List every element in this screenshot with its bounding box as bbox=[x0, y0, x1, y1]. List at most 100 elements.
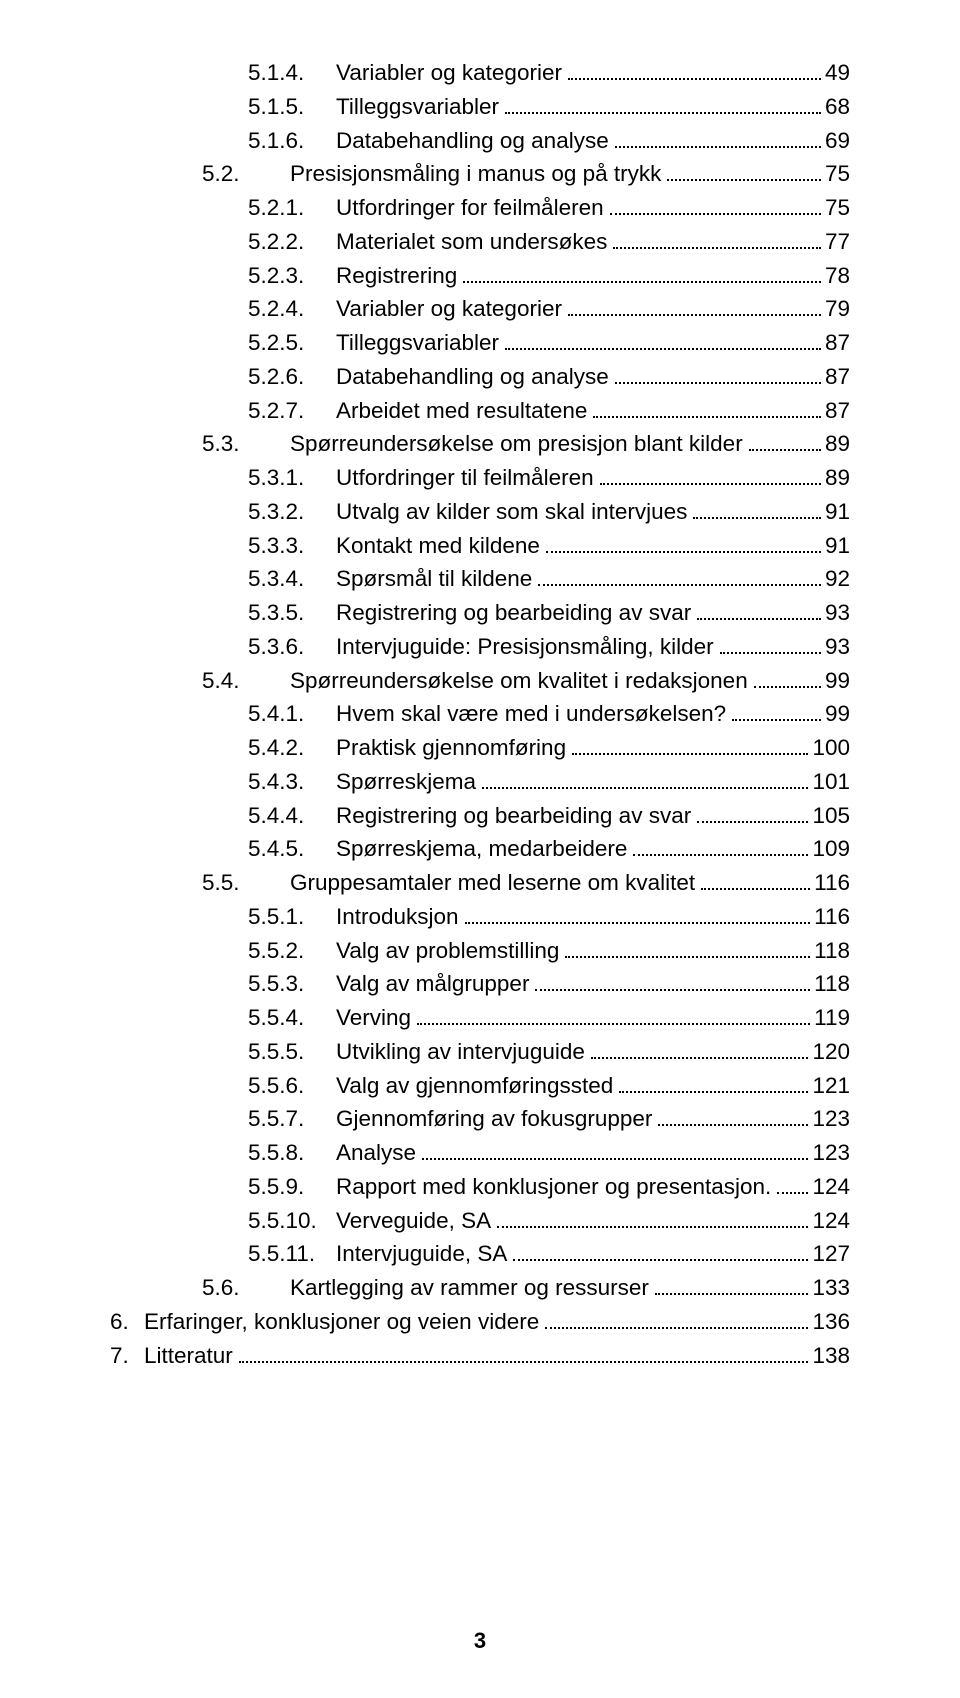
toc-entry-page: 116 bbox=[814, 866, 850, 900]
toc-leader-dots bbox=[693, 502, 821, 519]
toc-entry-number: 5.2.2. bbox=[248, 225, 328, 259]
toc-entry-page: 120 bbox=[812, 1035, 850, 1069]
toc-leader-dots bbox=[538, 570, 821, 587]
toc-entry-number: 5.5.9. bbox=[248, 1170, 328, 1204]
toc-entry-number: 5.5.1. bbox=[248, 900, 328, 934]
toc-leader-dots bbox=[732, 705, 821, 722]
toc-leader-dots bbox=[497, 1211, 808, 1228]
toc-entry: 5.5.Gruppesamtaler med leserne om kvalit… bbox=[110, 866, 850, 900]
toc-leader-dots bbox=[610, 198, 821, 215]
toc-leader-dots bbox=[546, 536, 821, 553]
toc-entry-number: 5.4.1. bbox=[248, 697, 328, 731]
toc-entry-page: 93 bbox=[825, 596, 850, 630]
toc-entry-page: 100 bbox=[812, 731, 850, 765]
toc-entry-number: 5.3.4. bbox=[248, 562, 328, 596]
toc-entry: 5.2.1.Utfordringer for feilmåleren75 bbox=[110, 191, 850, 225]
toc-entry-page: 99 bbox=[825, 697, 850, 731]
toc-entry-number: 6. bbox=[110, 1305, 136, 1339]
toc-entry-number: 5.5.4. bbox=[248, 1001, 328, 1035]
toc-entry-number: 5.3.6. bbox=[248, 630, 328, 664]
toc-entry-title: Intervjuguide, SA bbox=[328, 1237, 507, 1271]
toc-entry: 5.5.1.Introduksjon116 bbox=[110, 900, 850, 934]
toc-entry-title: Spørreskjema, medarbeidere bbox=[328, 832, 627, 866]
toc-entry-page: 91 bbox=[825, 495, 850, 529]
toc-entry: 5.2.3.Registrering78 bbox=[110, 259, 850, 293]
toc-entry: 5.3.5.Registrering og bearbeiding av sva… bbox=[110, 596, 850, 630]
toc-entry: 5.5.6.Valg av gjennomføringssted121 bbox=[110, 1069, 850, 1103]
toc-entry-page: 127 bbox=[812, 1237, 850, 1271]
toc-entry-title: Tilleggsvariabler bbox=[328, 90, 499, 124]
toc-entry-number: 5.4. bbox=[202, 664, 282, 698]
toc-entry-number: 5.5.5. bbox=[248, 1035, 328, 1069]
toc-leader-dots bbox=[754, 671, 821, 688]
toc-entry-title: Verving bbox=[328, 1001, 411, 1035]
toc-entry-number: 5.4.2. bbox=[248, 731, 328, 765]
toc-entry: 5.5.10.Verveguide, SA124 bbox=[110, 1204, 850, 1238]
toc-entry-page: 123 bbox=[812, 1136, 850, 1170]
toc-entry-page: 78 bbox=[825, 259, 850, 293]
toc-entry-number: 5.5.2. bbox=[248, 934, 328, 968]
table-of-contents: 5.1.4.Variabler og kategorier495.1.5.Til… bbox=[110, 56, 850, 1372]
toc-entry-page: 93 bbox=[825, 630, 850, 664]
toc-entry: 5.5.8.Analyse123 bbox=[110, 1136, 850, 1170]
toc-entry-page: 101 bbox=[812, 765, 850, 799]
toc-entry-title: Verveguide, SA bbox=[328, 1204, 491, 1238]
toc-leader-dots bbox=[613, 232, 821, 249]
toc-leader-dots bbox=[535, 975, 810, 992]
toc-entry-title: Litteratur bbox=[136, 1339, 233, 1373]
toc-entry-number: 5.3. bbox=[202, 427, 282, 461]
toc-entry-page: 92 bbox=[825, 562, 850, 596]
toc-entry-title: Kontakt med kildene bbox=[328, 529, 540, 563]
toc-entry: 5.3.6.Intervjuguide: Presisjonsmåling, k… bbox=[110, 630, 850, 664]
toc-leader-dots bbox=[239, 1346, 809, 1363]
toc-entry-number: 5.2.7. bbox=[248, 394, 328, 428]
toc-leader-dots bbox=[701, 873, 810, 890]
toc-entry-title: Utfordringer for feilmåleren bbox=[328, 191, 604, 225]
toc-entry-title: Registrering bbox=[328, 259, 457, 293]
toc-leader-dots bbox=[417, 1008, 810, 1025]
toc-entry: 5.3.Spørreundersøkelse om presisjon blan… bbox=[110, 427, 850, 461]
toc-entry-number: 5.4.5. bbox=[248, 832, 328, 866]
toc-entry-page: 89 bbox=[825, 461, 850, 495]
toc-entry-title: Valg av målgrupper bbox=[328, 967, 529, 1001]
toc-entry: 5.5.3.Valg av målgrupper118 bbox=[110, 967, 850, 1001]
toc-entry-number: 5.3.3. bbox=[248, 529, 328, 563]
toc-entry-number: 5.6. bbox=[202, 1271, 282, 1305]
toc-entry: 5.5.7.Gjennomføring av fokusgrupper123 bbox=[110, 1102, 850, 1136]
toc-entry: 5.2.5.Tilleggsvariabler87 bbox=[110, 326, 850, 360]
toc-entry: 5.2.2.Materialet som undersøkes77 bbox=[110, 225, 850, 259]
toc-leader-dots bbox=[697, 603, 821, 620]
toc-entry-number: 7. bbox=[110, 1339, 136, 1373]
toc-entry: 5.1.5.Tilleggsvariabler68 bbox=[110, 90, 850, 124]
toc-leader-dots bbox=[777, 1177, 808, 1194]
page-number: 3 bbox=[0, 1628, 960, 1654]
toc-entry-page: 79 bbox=[825, 292, 850, 326]
toc-leader-dots bbox=[655, 1278, 809, 1295]
toc-leader-dots bbox=[505, 97, 821, 114]
toc-entry-page: 123 bbox=[812, 1102, 850, 1136]
toc-entry-title: Utvikling av intervjuguide bbox=[328, 1035, 585, 1069]
toc-entry-page: 105 bbox=[812, 799, 850, 833]
toc-entry-title: Spørreundersøkelse om kvalitet i redaksj… bbox=[282, 664, 748, 698]
toc-entry-title: Registrering og bearbeiding av svar bbox=[328, 596, 691, 630]
toc-entry-number: 5.5. bbox=[202, 866, 282, 900]
toc-entry: 5.3.3.Kontakt med kildene91 bbox=[110, 529, 850, 563]
toc-entry-number: 5.2.4. bbox=[248, 292, 328, 326]
toc-leader-dots bbox=[545, 1312, 808, 1329]
toc-entry-title: Tilleggsvariabler bbox=[328, 326, 499, 360]
toc-entry-page: 118 bbox=[814, 967, 850, 1001]
toc-entry-number: 5.1.5. bbox=[248, 90, 328, 124]
toc-entry-number: 5.2.1. bbox=[248, 191, 328, 225]
toc-entry-page: 124 bbox=[812, 1204, 850, 1238]
toc-entry-title: Spørsmål til kildene bbox=[328, 562, 532, 596]
toc-entry: 5.4.3.Spørreskjema101 bbox=[110, 765, 850, 799]
toc-entry: 5.5.9.Rapport med konklusjoner og presen… bbox=[110, 1170, 850, 1204]
toc-leader-dots bbox=[720, 637, 821, 654]
toc-entry-page: 89 bbox=[825, 427, 850, 461]
toc-entry-page: 116 bbox=[814, 900, 850, 934]
toc-entry: 5.1.4.Variabler og kategorier49 bbox=[110, 56, 850, 90]
toc-entry-title: Hvem skal være med i undersøkelsen? bbox=[328, 697, 726, 731]
toc-entry-title: Gjennomføring av fokusgrupper bbox=[328, 1102, 652, 1136]
toc-entry-title: Erfaringer, konklusjoner og veien videre bbox=[136, 1305, 539, 1339]
toc-entry-page: 75 bbox=[825, 157, 850, 191]
